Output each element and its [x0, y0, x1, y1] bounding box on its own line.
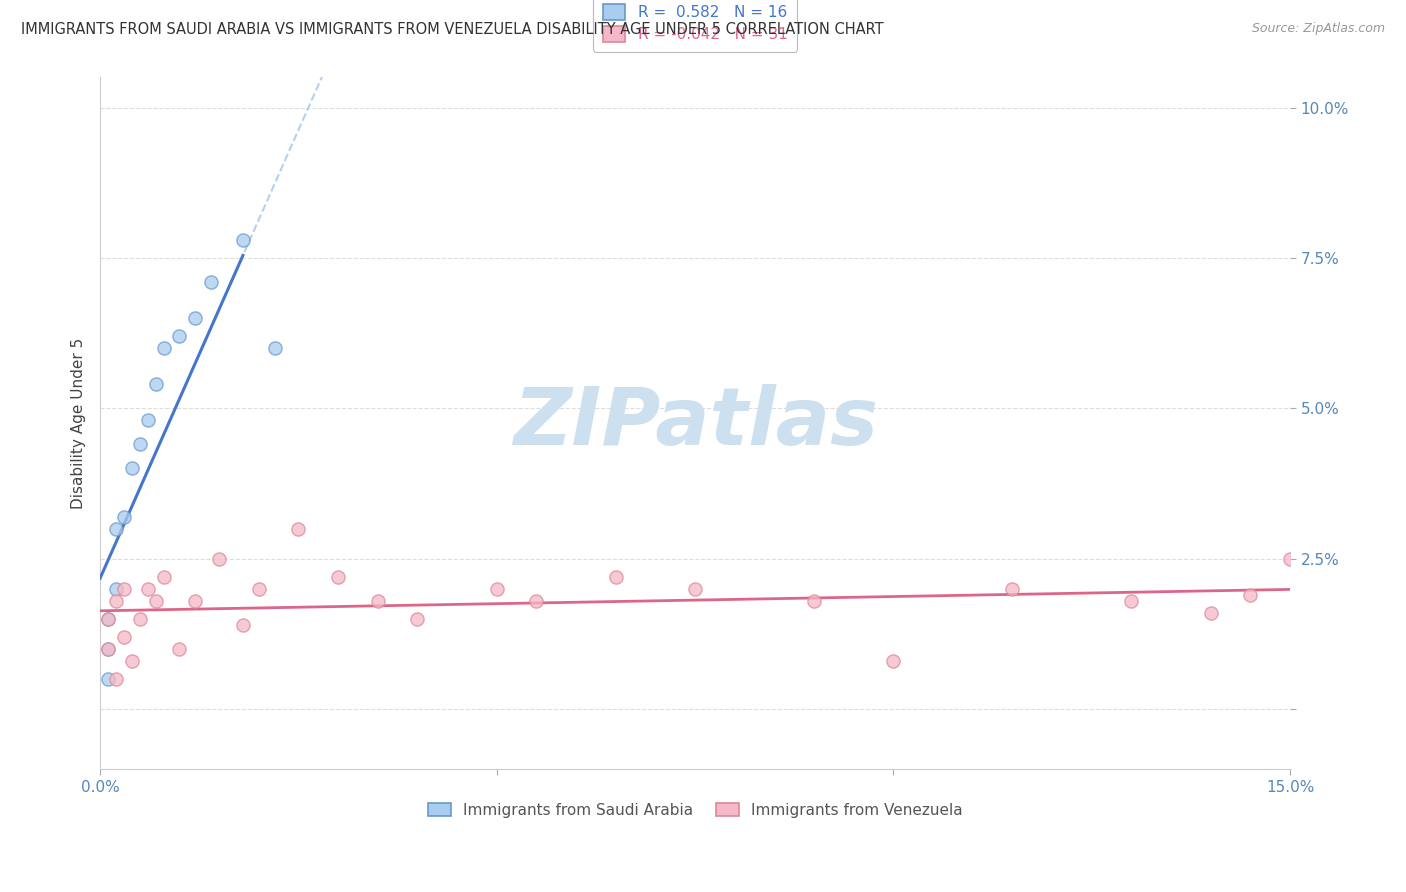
- Text: ZIPatlas: ZIPatlas: [513, 384, 877, 462]
- Point: [112, 582, 135, 596]
- Legend: Immigrants from Saudi Arabia, Immigrants from Venezuela: Immigrants from Saudi Arabia, Immigrants…: [422, 797, 969, 824]
- Point: [683, 582, 706, 596]
- Point: [526, 594, 548, 608]
- Point: [112, 630, 135, 644]
- Point: [128, 437, 150, 451]
- Point: [97, 612, 120, 626]
- Point: [152, 570, 174, 584]
- Point: [326, 570, 349, 584]
- Point: [1121, 594, 1143, 608]
- Point: [184, 311, 207, 326]
- Point: [104, 582, 127, 596]
- Point: [97, 612, 120, 626]
- Point: [605, 570, 627, 584]
- Point: [247, 582, 270, 596]
- Point: [152, 341, 174, 355]
- Point: [104, 522, 127, 536]
- Point: [803, 594, 825, 608]
- Point: [406, 612, 429, 626]
- Point: [112, 509, 135, 524]
- Point: [184, 594, 207, 608]
- Point: [97, 672, 120, 686]
- Point: [97, 642, 120, 657]
- Point: [121, 654, 143, 668]
- Point: [169, 642, 191, 657]
- Point: [1001, 582, 1024, 596]
- Point: [1239, 588, 1261, 602]
- Point: [104, 594, 127, 608]
- Point: [287, 522, 309, 536]
- Point: [128, 612, 150, 626]
- Point: [367, 594, 389, 608]
- Point: [200, 275, 222, 289]
- Point: [485, 582, 508, 596]
- Point: [121, 461, 143, 475]
- Point: [169, 329, 191, 343]
- Point: [1199, 606, 1222, 620]
- Point: [232, 233, 254, 247]
- Point: [145, 594, 167, 608]
- Text: IMMIGRANTS FROM SAUDI ARABIA VS IMMIGRANTS FROM VENEZUELA DISABILITY AGE UNDER 5: IMMIGRANTS FROM SAUDI ARABIA VS IMMIGRAN…: [21, 22, 884, 37]
- Point: [263, 341, 285, 355]
- Point: [97, 642, 120, 657]
- Point: [232, 618, 254, 632]
- Point: [136, 413, 159, 427]
- Point: [1279, 551, 1302, 566]
- Point: [104, 672, 127, 686]
- Text: Source: ZipAtlas.com: Source: ZipAtlas.com: [1251, 22, 1385, 36]
- Point: [145, 377, 167, 392]
- Point: [882, 654, 904, 668]
- Point: [208, 551, 231, 566]
- Y-axis label: Disability Age Under 5: Disability Age Under 5: [72, 338, 86, 509]
- Point: [136, 582, 159, 596]
